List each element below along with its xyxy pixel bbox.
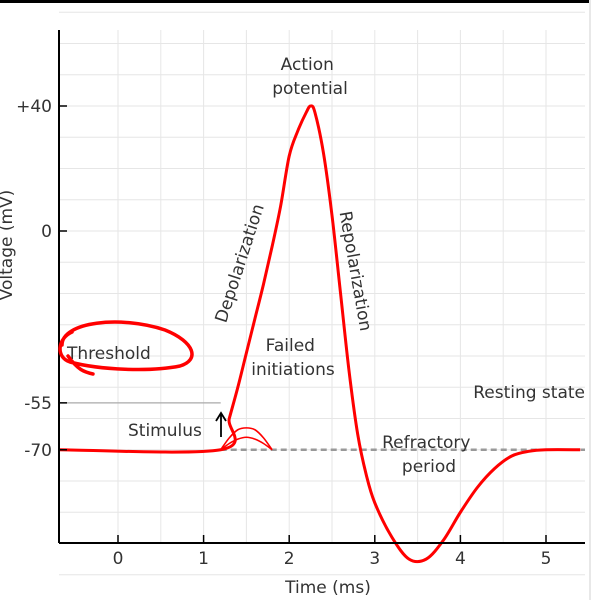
window-right-edge — [589, 0, 591, 600]
y-tick-label: +40 — [16, 97, 52, 117]
x-tick-label: 0 — [113, 549, 124, 569]
x-axis-label: Time (ms) — [284, 578, 371, 598]
handwritten-circle-annotation — [58, 320, 194, 376]
reference-lines — [59, 402, 585, 451]
annotation-resting-state: Resting state — [473, 383, 585, 403]
tick-labels: 0 1 2 3 4 5 +40 0 -55 -70 — [16, 97, 551, 569]
x-tick-label: 3 — [369, 549, 380, 569]
stimulus-arrow-icon — [215, 411, 227, 437]
action-potential-line — [58, 104, 581, 564]
annotation-threshold: Threshold — [66, 344, 151, 364]
x-tick-label: 5 — [541, 549, 552, 569]
annotation-refractory-period: Refractory period — [382, 433, 476, 477]
x-tick-label: 4 — [455, 549, 466, 569]
y-tick-label: -55 — [24, 394, 52, 414]
annotation-failed-initiations: Failed initiations — [251, 336, 335, 380]
y-axis-label: Voltage (mV) — [0, 190, 17, 301]
y-tick-label: 0 — [41, 222, 52, 242]
grid — [59, 11, 585, 576]
y-tick-label: -70 — [24, 441, 52, 461]
axes — [58, 30, 585, 544]
failed-initiation-curve — [220, 427, 273, 451]
window-top-border — [0, 0, 591, 3]
x-tick-label: 1 — [198, 549, 209, 569]
chart-marks — [58, 104, 581, 564]
annotation-depolarization: Depolarization — [212, 202, 269, 326]
annotation-action-potential: Action potential — [272, 55, 348, 99]
failed-initiation-curve — [220, 436, 273, 451]
annotation-repolarization: Repolarization — [335, 210, 376, 333]
annotation-stimulus: Stimulus — [128, 421, 202, 441]
x-tick-label: 2 — [284, 549, 295, 569]
